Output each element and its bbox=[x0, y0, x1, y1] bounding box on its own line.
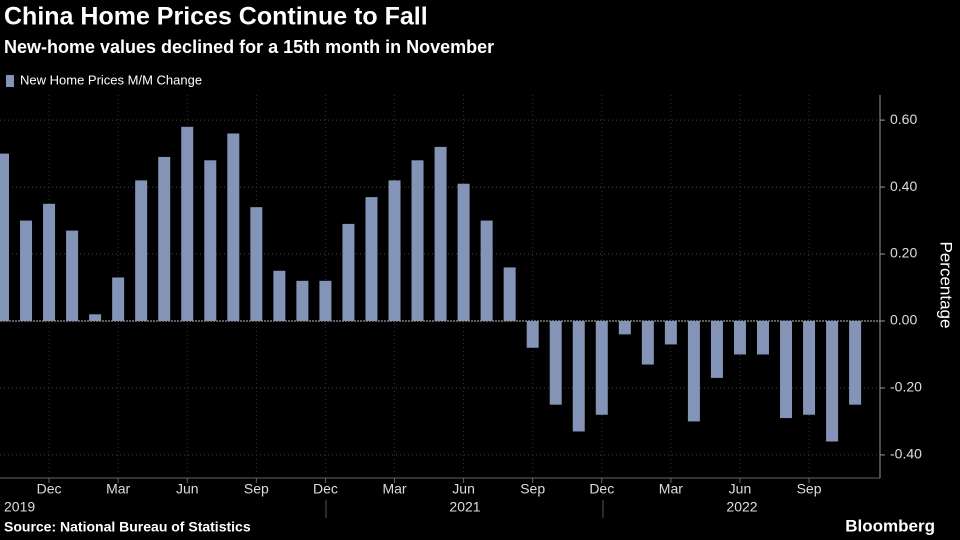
bar bbox=[319, 280, 332, 321]
bar bbox=[411, 160, 424, 321]
bar bbox=[826, 320, 839, 442]
bar bbox=[43, 203, 56, 321]
bar bbox=[0, 153, 9, 321]
bar bbox=[849, 320, 862, 405]
x-tick-label: Jun bbox=[729, 481, 752, 497]
bar bbox=[273, 270, 286, 321]
bar bbox=[434, 146, 447, 321]
x-tick-label: Dec bbox=[589, 481, 614, 497]
x-tick-label: Mar bbox=[659, 481, 683, 497]
bar bbox=[803, 320, 816, 415]
chart-title: China Home Prices Continue to Fall bbox=[4, 3, 428, 31]
x-tick-label: Sep bbox=[797, 481, 822, 497]
bar bbox=[664, 320, 677, 345]
bar bbox=[66, 230, 79, 321]
x-tick-label: Jun bbox=[176, 481, 199, 497]
x-tick-label: Mar bbox=[382, 481, 406, 497]
source: Source: National Bureau of Statistics bbox=[4, 519, 251, 535]
bar bbox=[549, 320, 562, 405]
bar bbox=[181, 126, 194, 321]
y-tick-label: -0.20 bbox=[890, 379, 922, 395]
year-label: 2019 bbox=[4, 499, 35, 515]
x-tick-label: Sep bbox=[244, 481, 269, 497]
bar bbox=[526, 320, 539, 348]
bar bbox=[135, 180, 148, 321]
bar bbox=[572, 320, 585, 432]
bar bbox=[503, 267, 516, 321]
bar bbox=[687, 320, 700, 422]
bar bbox=[780, 320, 793, 419]
x-tick-label: Sep bbox=[520, 481, 545, 497]
y-axis-label: Percentage bbox=[937, 242, 956, 329]
bar bbox=[296, 280, 309, 321]
x-tick-label: Dec bbox=[37, 481, 62, 497]
bar bbox=[733, 320, 746, 355]
chart-subtitle: New-home values declined for a 15th mont… bbox=[4, 37, 494, 57]
bar bbox=[365, 197, 378, 321]
y-tick-label: -0.40 bbox=[890, 446, 922, 462]
bar bbox=[250, 207, 263, 321]
bar bbox=[595, 320, 608, 415]
bar bbox=[618, 320, 631, 335]
bar bbox=[112, 277, 125, 321]
bar bbox=[89, 314, 102, 321]
x-tick-label: Dec bbox=[313, 481, 338, 497]
bar bbox=[227, 133, 240, 321]
bar bbox=[158, 156, 171, 321]
brand: Bloomberg bbox=[845, 516, 935, 535]
bar bbox=[20, 220, 33, 321]
bar bbox=[388, 180, 401, 321]
y-tick-label: 0.00 bbox=[890, 312, 917, 328]
bar bbox=[756, 320, 769, 355]
year-label: 2022 bbox=[726, 499, 757, 515]
x-tick-label: Mar bbox=[106, 481, 130, 497]
year-label: 2021 bbox=[449, 499, 480, 515]
bar bbox=[204, 160, 217, 321]
bar bbox=[480, 220, 493, 321]
bar bbox=[457, 183, 470, 321]
bar bbox=[710, 320, 723, 378]
x-tick-label: Jun bbox=[452, 481, 475, 497]
legend-label: New Home Prices M/M Change bbox=[20, 72, 202, 87]
bar bbox=[342, 223, 355, 321]
y-tick-label: 0.60 bbox=[890, 111, 917, 127]
legend-swatch bbox=[6, 75, 14, 87]
y-tick-label: 0.20 bbox=[890, 245, 917, 261]
bar bbox=[641, 320, 654, 365]
y-tick-label: 0.40 bbox=[890, 178, 917, 194]
